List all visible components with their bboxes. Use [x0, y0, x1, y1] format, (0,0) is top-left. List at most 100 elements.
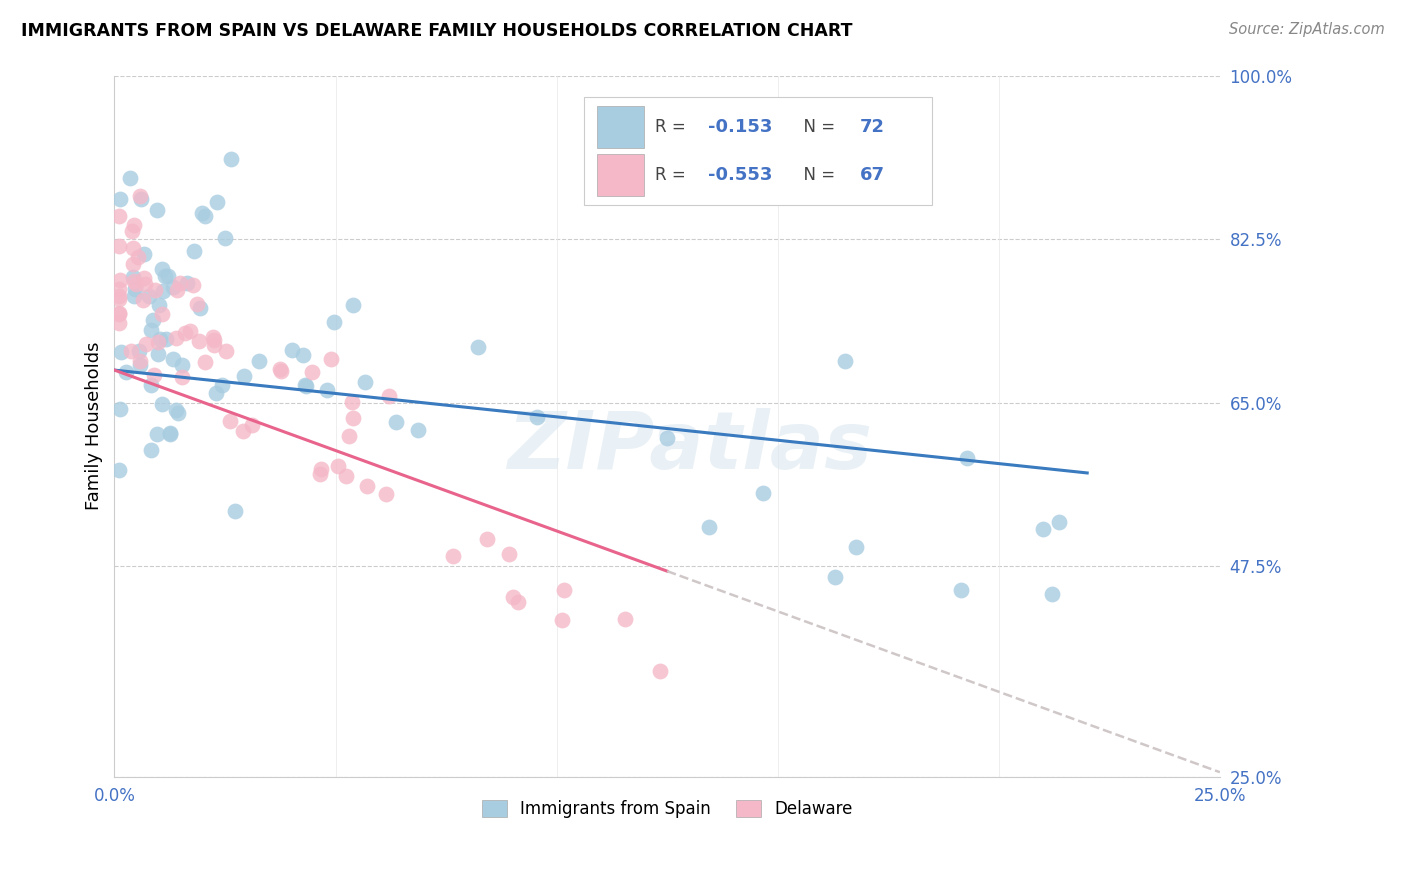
Point — [219, 152, 242, 166]
Point — [122, 241, 145, 255]
Point — [125, 277, 148, 291]
Bar — [585, 96, 932, 205]
Bar — [598, 153, 644, 196]
Point — [124, 282, 146, 296]
Point — [204, 386, 226, 401]
Point — [340, 395, 363, 409]
Point — [176, 276, 198, 290]
Point — [281, 343, 304, 357]
Point — [143, 368, 166, 383]
Point — [132, 293, 155, 307]
Point — [129, 359, 152, 373]
Point — [553, 582, 575, 597]
Point — [174, 326, 197, 340]
Point — [146, 347, 169, 361]
Point — [134, 246, 156, 260]
Point — [356, 479, 378, 493]
Point — [384, 415, 406, 429]
Text: IMMIGRANTS FROM SPAIN VS DELAWARE FAMILY HOUSEHOLDS CORRELATION CHART: IMMIGRANTS FROM SPAIN VS DELAWARE FAMILY… — [21, 22, 852, 40]
Point — [834, 354, 856, 368]
Point — [108, 292, 131, 306]
Point — [218, 414, 240, 428]
Point — [146, 202, 169, 217]
Point — [337, 429, 360, 443]
Point — [122, 289, 145, 303]
Point — [135, 337, 157, 351]
Point — [194, 210, 217, 224]
Text: N =: N = — [793, 118, 841, 136]
Point — [141, 442, 163, 457]
Point — [188, 301, 211, 315]
Point — [142, 312, 165, 326]
Point — [353, 375, 375, 389]
Point — [191, 206, 214, 220]
Point — [224, 503, 246, 517]
Point — [108, 307, 131, 321]
Point — [526, 410, 548, 425]
Point — [406, 423, 429, 437]
Point — [172, 369, 194, 384]
Point — [301, 365, 323, 379]
Point — [291, 347, 314, 361]
Point — [114, 365, 136, 379]
Point — [127, 250, 149, 264]
Point — [955, 451, 977, 466]
Point — [270, 364, 292, 378]
Point — [149, 332, 172, 346]
Point — [153, 268, 176, 283]
Point — [214, 343, 236, 358]
Point — [498, 547, 520, 561]
Point — [108, 273, 131, 287]
Point — [166, 406, 188, 420]
Point — [108, 316, 131, 330]
Text: ZIPatlas: ZIPatlas — [506, 409, 872, 486]
Point — [441, 549, 464, 563]
Point — [211, 378, 233, 392]
Point — [121, 223, 143, 237]
Point — [108, 463, 131, 477]
Point — [128, 343, 150, 358]
Point — [1047, 516, 1070, 530]
Point — [162, 352, 184, 367]
Point — [233, 369, 256, 384]
Point — [502, 591, 524, 605]
Point — [316, 384, 339, 398]
Point — [335, 468, 357, 483]
Text: 67: 67 — [859, 166, 884, 184]
Point — [188, 334, 211, 348]
Point — [186, 297, 208, 311]
Point — [157, 268, 180, 283]
Text: -0.153: -0.153 — [709, 118, 772, 136]
Point — [551, 613, 574, 627]
Point — [201, 329, 224, 343]
Point — [148, 298, 170, 312]
Point — [342, 298, 364, 312]
Point — [169, 277, 191, 291]
Point — [205, 195, 228, 210]
Point — [159, 425, 181, 440]
Bar — [598, 106, 644, 148]
Point — [247, 354, 270, 368]
Point — [155, 332, 177, 346]
Text: R =: R = — [655, 166, 690, 184]
Point — [159, 426, 181, 441]
Point — [322, 315, 344, 329]
Point — [146, 334, 169, 349]
Point — [657, 431, 679, 445]
Text: Source: ZipAtlas.com: Source: ZipAtlas.com — [1229, 22, 1385, 37]
Point — [129, 353, 152, 368]
Point — [697, 520, 720, 534]
Point — [165, 330, 187, 344]
Point — [120, 171, 142, 186]
Point — [138, 289, 160, 303]
Point — [309, 467, 332, 481]
Text: -0.553: -0.553 — [709, 166, 772, 184]
Point — [374, 487, 396, 501]
Point — [294, 379, 316, 393]
Point — [1040, 587, 1063, 601]
Point — [467, 340, 489, 354]
Point — [108, 192, 131, 206]
Text: N =: N = — [793, 166, 841, 184]
Legend: Immigrants from Spain, Delaware: Immigrants from Spain, Delaware — [475, 793, 859, 824]
Point — [240, 418, 263, 433]
